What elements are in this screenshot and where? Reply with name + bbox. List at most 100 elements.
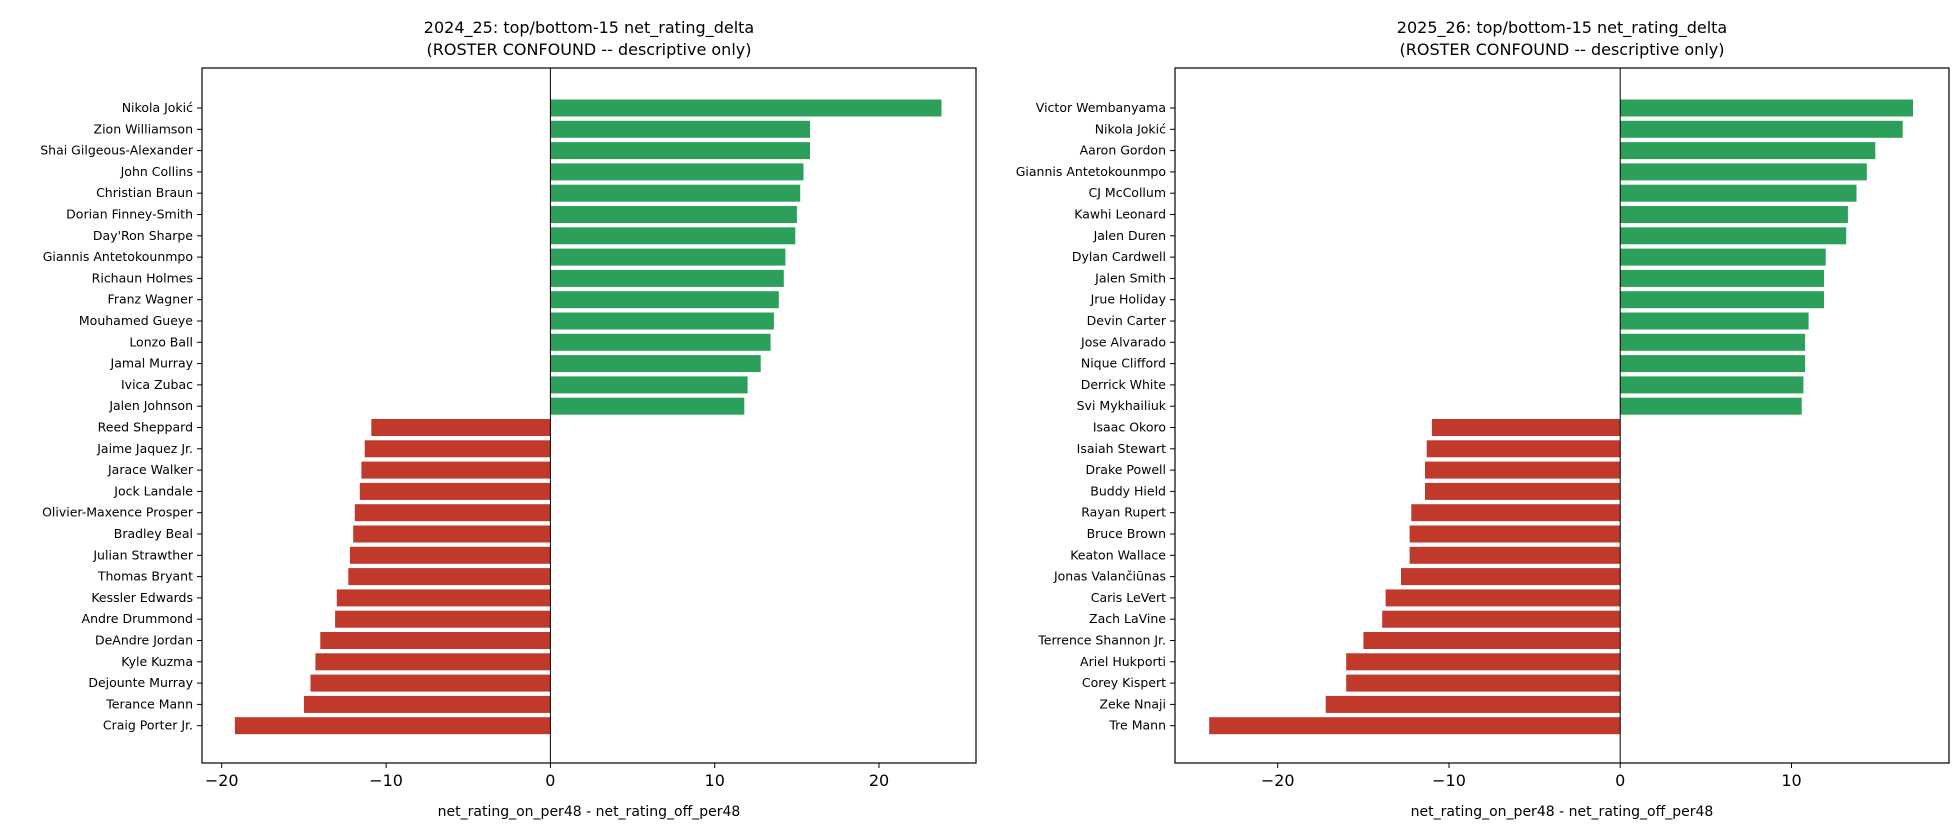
bar [550, 269, 784, 287]
y-tick-label: Zach LaVine [1089, 611, 1166, 626]
bar [1620, 163, 1867, 181]
bar-group [234, 99, 942, 735]
y-tick-label: Zion Williamson [94, 121, 193, 136]
x-tick-label: −20 [1261, 771, 1295, 790]
y-tick-label: Corey Kispert [1082, 675, 1166, 690]
y-tick-label: Ariel Hukporti [1080, 654, 1166, 669]
bar [1401, 568, 1621, 586]
y-tick-label: Giannis Antetokounmpo [43, 249, 193, 264]
bar [359, 482, 551, 500]
y-tick-label: Jock Landale [113, 483, 193, 498]
y-tick-label: Kessler Edwards [91, 590, 193, 605]
y-tick-label: Christian Braun [96, 185, 193, 200]
bar [1363, 632, 1621, 649]
y-tick-label: Mouhamed Gueye [79, 313, 193, 328]
y-tick-label: Drake Powell [1086, 462, 1166, 477]
bar [364, 440, 551, 458]
y-tick-label: Svi Mykhailiuk [1077, 398, 1167, 413]
bar [550, 333, 771, 351]
chart-panel-2025-26: 2025_26: top/bottom-15 net_rating_delta … [1016, 18, 1950, 820]
x-tick-label: 10 [1781, 771, 1801, 790]
x-tick-label: 20 [869, 771, 889, 790]
y-tick-label: Julian Strawther [92, 547, 193, 562]
bar [1620, 227, 1847, 245]
y-tick-label: Jarace Walker [107, 462, 194, 477]
x-ticks: −20 −10 0 10 20 [205, 763, 889, 790]
bar [550, 184, 801, 202]
bar [371, 419, 551, 436]
y-tick-label: Tre Mann [1108, 718, 1166, 733]
bar [1620, 184, 1857, 202]
y-tick-labels: Nikola Jokić Zion Williamson Shai Gilgeous… [40, 100, 202, 733]
y-tick-label: Jrue Holiday [1090, 292, 1167, 307]
bar [320, 632, 551, 649]
y-tick-label: DeAndre Jordan [95, 633, 193, 648]
bar [550, 163, 804, 181]
y-tick-label: Giannis Antetokounmpo [1016, 164, 1166, 179]
x-axis-label: net_rating_on_per48 - net_rating_off_per… [438, 804, 741, 820]
chart-title: 2025_26: top/bottom-15 net_rating_delta [1397, 18, 1727, 38]
bar [550, 248, 786, 266]
bar [354, 504, 551, 522]
bar [1425, 482, 1621, 500]
y-tick-label: Jalen Johnson [108, 398, 193, 413]
bar [1325, 695, 1621, 713]
bar [1620, 206, 1848, 223]
y-tick-label: Dejounte Murray [88, 675, 193, 690]
bar [550, 291, 779, 309]
plot-frame [1174, 67, 1950, 764]
x-tick-label: 0 [545, 771, 555, 790]
y-tick-label: John Collins [120, 164, 193, 179]
y-tick-label: Richaun Holmes [92, 270, 193, 285]
y-tick-label: Kawhi Leonard [1074, 207, 1166, 222]
y-tick-label: Devin Carter [1087, 313, 1167, 328]
x-tick-label: −20 [205, 771, 239, 790]
bar [1620, 120, 1903, 138]
bar [550, 397, 745, 415]
bar [550, 142, 810, 160]
bar [550, 206, 797, 223]
y-tick-label: Victor Wembanyama [1036, 100, 1166, 115]
bar [1620, 99, 1913, 117]
bar [335, 610, 551, 628]
chart-title: 2024_25: top/bottom-15 net_rating_delta [424, 18, 754, 38]
bar [353, 525, 551, 543]
y-tick-label: Reed Sheppard [98, 420, 193, 435]
y-tick-label: Jamal Murray [110, 356, 194, 371]
y-tick-label: Franz Wagner [108, 292, 194, 307]
y-tick-label: Derrick White [1081, 377, 1167, 392]
bar [234, 717, 551, 735]
y-tick-label: Thomas Bryant [97, 569, 193, 584]
bar [1620, 376, 1804, 394]
bar [1382, 610, 1621, 628]
x-axis-label: net_rating_on_per48 - net_rating_off_per… [1411, 804, 1714, 820]
y-tick-label: Jonas Valančiūnas [1053, 569, 1166, 584]
bar [550, 355, 761, 373]
bar [1411, 504, 1621, 522]
plot-frame [201, 67, 977, 764]
y-tick-label: Day'Ron Sharpe [93, 228, 193, 243]
y-tick-label: Nikola Jokić [122, 100, 193, 115]
y-tick-label: Andre Drummond [82, 611, 193, 626]
y-tick-label: Rayan Rupert [1081, 505, 1166, 520]
bar [1620, 142, 1876, 160]
bar [1426, 440, 1621, 458]
bar [1620, 269, 1824, 287]
y-tick-label: Dylan Cardwell [1072, 249, 1166, 264]
bar [361, 461, 551, 479]
y-tick-label: Caris LeVert [1091, 590, 1166, 605]
x-ticks: −20 −10 0 10 [1261, 763, 1802, 790]
x-tick-label: −10 [369, 771, 403, 790]
y-tick-label: Shai Gilgeous-Alexander [40, 143, 194, 158]
y-tick-label: Isaac Okoro [1093, 420, 1166, 435]
y-tick-label: Jalen Duren [1093, 228, 1166, 243]
bar [336, 589, 551, 607]
y-tick-label: Dorian Finney-Smith [66, 207, 193, 222]
bar [1431, 419, 1621, 436]
bar [550, 99, 942, 117]
bar [1620, 333, 1806, 351]
y-tick-label: Terance Mann [105, 696, 193, 711]
bar [310, 674, 551, 692]
bar [1385, 589, 1621, 607]
